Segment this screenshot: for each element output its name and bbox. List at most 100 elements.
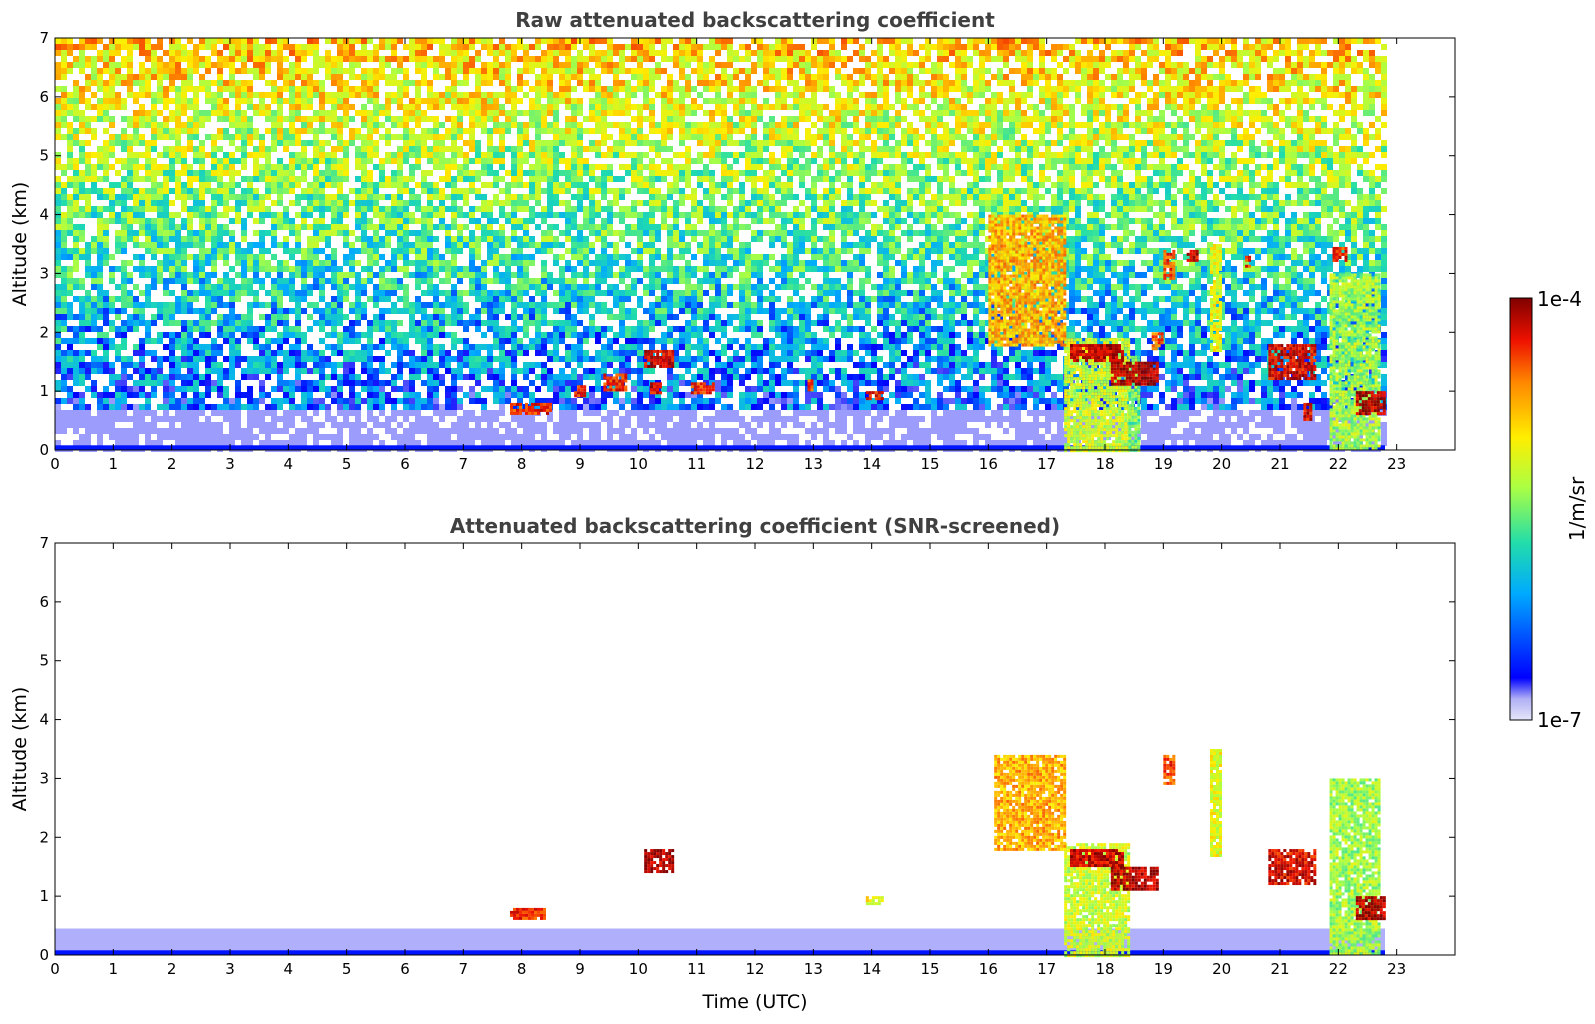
heatmap-cell	[229, 194, 235, 200]
heatmap-cell	[121, 374, 127, 380]
heatmap-cell	[247, 416, 253, 422]
heatmap-cell	[541, 344, 547, 350]
heatmap-cell	[145, 368, 151, 374]
heatmap-cell	[571, 164, 577, 170]
heatmap-cell	[133, 218, 139, 224]
heatmap-cell	[271, 362, 277, 368]
heatmap-cell	[427, 440, 433, 446]
heatmap-cell	[481, 410, 487, 416]
heatmap-cell	[445, 68, 451, 74]
heatmap-cell	[535, 122, 541, 128]
heatmap-cell	[379, 68, 385, 74]
heatmap-cell	[115, 170, 121, 176]
heatmap-cell	[235, 314, 241, 320]
heatmap-cell	[139, 122, 145, 128]
heatmap-cell	[529, 110, 535, 116]
heatmap-cell	[343, 272, 349, 278]
heatmap-cell	[421, 278, 427, 284]
heatmap-cell	[343, 326, 349, 332]
heatmap-cell	[451, 440, 457, 446]
heatmap-cell	[427, 236, 433, 242]
heatmap-cell	[427, 38, 433, 44]
heatmap-cell	[577, 182, 583, 188]
heatmap-cell	[313, 236, 319, 242]
heatmap-cell	[79, 110, 85, 116]
heatmap-cell	[355, 128, 361, 134]
heatmap-cell	[535, 302, 541, 308]
heatmap-cell	[361, 290, 367, 296]
heatmap-cell	[631, 116, 637, 122]
heatmap-cell	[265, 326, 271, 332]
heatmap-cell	[283, 80, 289, 86]
heatmap-cell	[307, 128, 313, 134]
heatmap-cell	[367, 344, 373, 350]
heatmap-cell	[487, 344, 493, 350]
heatmap-cell	[175, 416, 181, 422]
heatmap-cell	[181, 338, 187, 344]
heatmap-cell	[187, 380, 193, 386]
heatmap-cell	[55, 182, 61, 188]
heatmap-cell	[151, 146, 157, 152]
heatmap-cell	[391, 266, 397, 272]
heatmap-cell	[193, 290, 199, 296]
heatmap-cell	[601, 230, 607, 236]
heatmap-cell	[349, 86, 355, 92]
heatmap-cell	[307, 266, 313, 272]
heatmap-cell	[475, 350, 481, 356]
heatmap-cell	[289, 164, 295, 170]
heatmap-cell	[79, 278, 85, 284]
heatmap-cell	[301, 254, 307, 260]
heatmap-cell	[595, 110, 601, 116]
heatmap-cell	[457, 440, 463, 446]
heatmap-cell	[193, 362, 199, 368]
heatmap-cell	[295, 242, 301, 248]
heatmap-cell	[499, 410, 505, 416]
heatmap-cell	[271, 122, 277, 128]
heatmap-cell	[505, 314, 511, 320]
heatmap-cell	[463, 320, 469, 326]
heatmap-cell	[217, 422, 223, 428]
heatmap-cell	[157, 206, 163, 212]
heatmap-cell	[457, 368, 463, 374]
heatmap-cell	[73, 158, 79, 164]
heatmap-cell	[205, 422, 211, 428]
heatmap-cell	[373, 80, 379, 86]
heatmap-cell	[493, 296, 499, 302]
heatmap-cell	[451, 62, 457, 68]
heatmap-cell	[127, 230, 133, 236]
heatmap-cell	[367, 206, 373, 212]
heatmap-cell	[541, 116, 547, 122]
heatmap-cell	[337, 68, 343, 74]
heatmap-cell	[187, 416, 193, 422]
heatmap-cell	[331, 38, 337, 44]
heatmap-cell	[223, 224, 229, 230]
heatmap-cell	[163, 146, 169, 152]
heatmap-cell	[619, 278, 625, 284]
heatmap-cell	[139, 140, 145, 146]
heatmap-cell	[247, 194, 253, 200]
heatmap-cell	[343, 170, 349, 176]
heatmap-cell	[373, 392, 379, 398]
heatmap-cell	[199, 260, 205, 266]
heatmap-cell	[205, 308, 211, 314]
heatmap-cell	[547, 62, 553, 68]
heatmap-cell	[331, 176, 337, 182]
heatmap-cell	[541, 368, 547, 374]
heatmap-cell	[181, 146, 187, 152]
heatmap-cell	[319, 248, 325, 254]
heatmap-cell	[367, 80, 373, 86]
heatmap-cell	[427, 56, 433, 62]
heatmap-cell	[55, 398, 61, 404]
heatmap-cell	[619, 308, 625, 314]
heatmap-cell	[517, 416, 523, 422]
heatmap-cell	[493, 428, 499, 434]
heatmap-cell	[505, 350, 511, 356]
heatmap-cell	[181, 356, 187, 362]
heatmap-cell	[487, 182, 493, 188]
heatmap-cell	[613, 398, 619, 404]
heatmap-cell	[529, 302, 535, 308]
heatmap-cell	[133, 392, 139, 398]
heatmap-cell	[583, 170, 589, 176]
heatmap-cell	[73, 392, 79, 398]
heatmap-cell	[559, 158, 565, 164]
